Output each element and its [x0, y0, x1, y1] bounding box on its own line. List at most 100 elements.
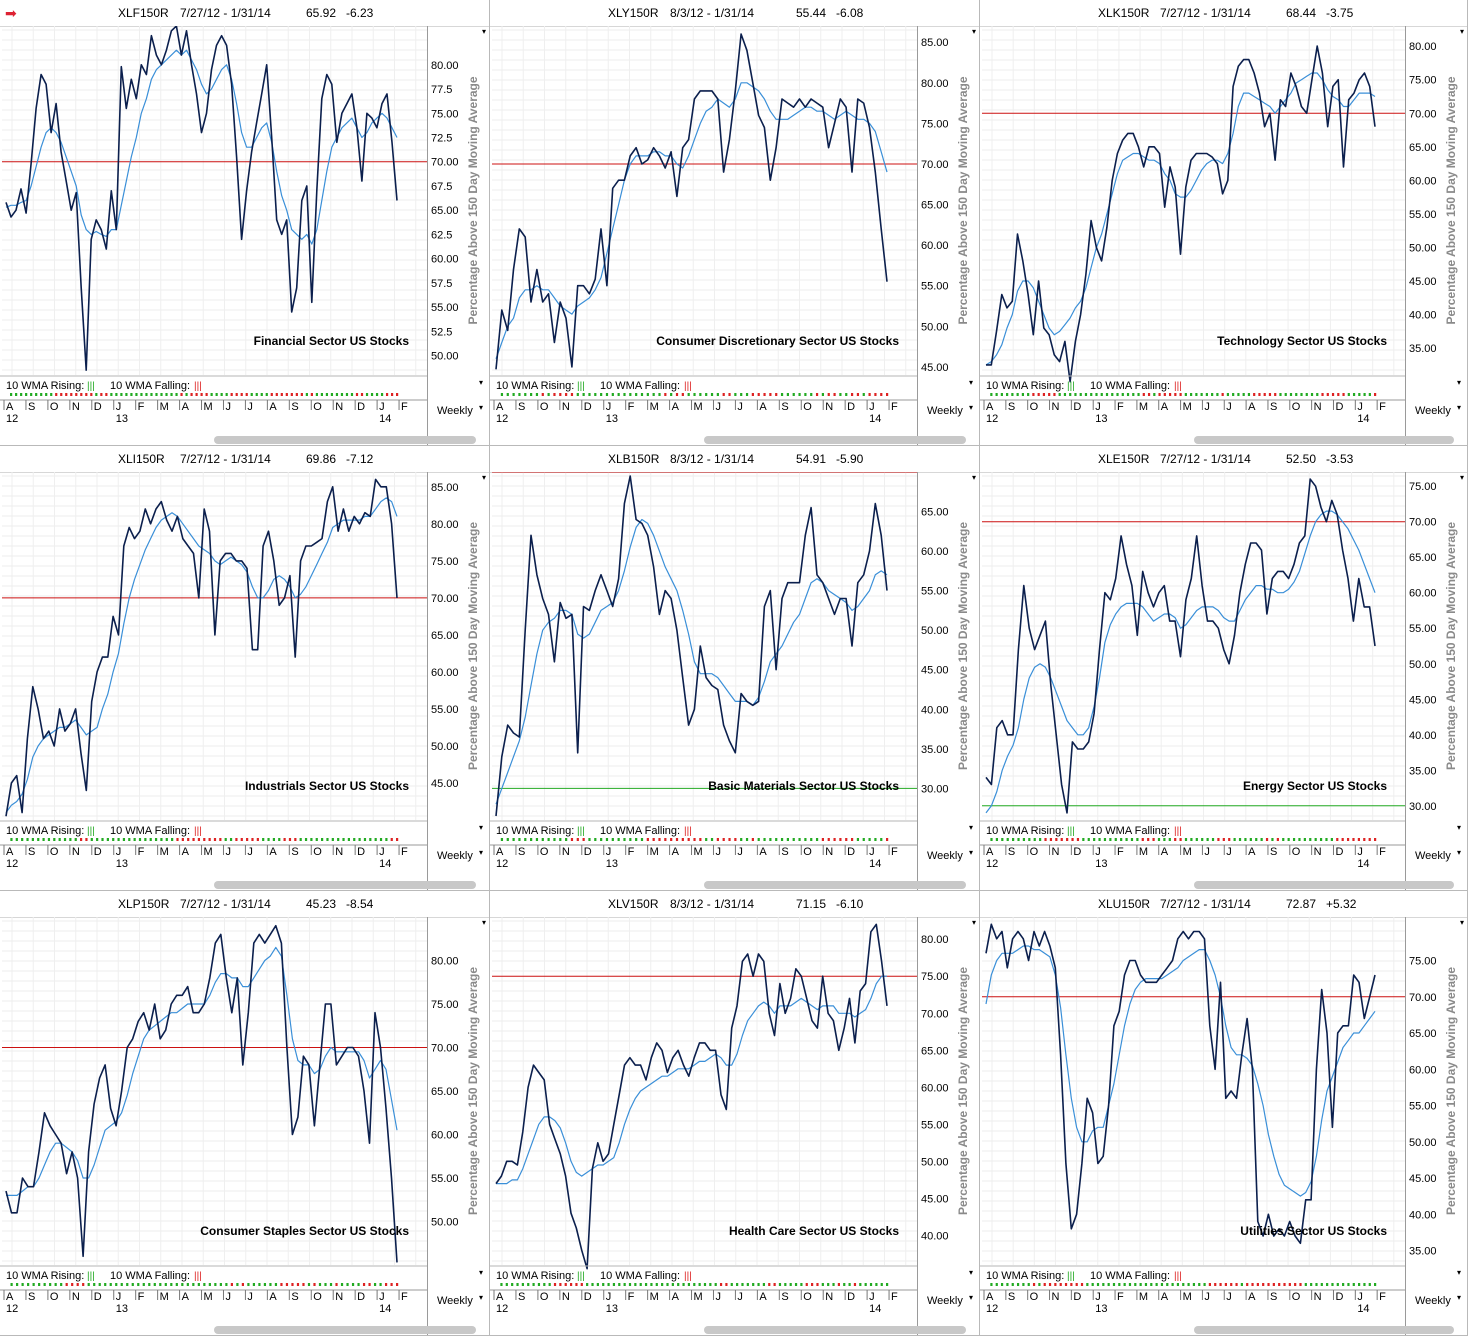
rising-dot [762, 1283, 766, 1286]
chart-date-range: 8/3/12 - 1/31/14 [670, 452, 755, 466]
x-tick-label: O [803, 1291, 812, 1303]
x-tick-label: S [518, 401, 525, 413]
rising-dot [693, 1283, 696, 1286]
chart-panel[interactable]: XLU150R 7/27/12 - 1/31/14 72.87 +5.32 Utilit… [980, 891, 1468, 1336]
wma-rising-label: 10 WMA Rising: [986, 1270, 1064, 1282]
timeframe-selector[interactable]: Weekly [437, 405, 473, 417]
x-tick-label: A [182, 401, 190, 413]
right-arrow-icon[interactable]: ➡ [5, 5, 17, 21]
rising-dot [229, 838, 233, 841]
x-tick-label: F [1379, 401, 1386, 413]
rising-dot [745, 838, 749, 841]
horizontal-scrollbar[interactable] [214, 881, 476, 889]
chart-header: XLK150R 7/27/12 - 1/31/14 68.44 -3.75 [980, 0, 1467, 27]
x-tick-label: A [1161, 846, 1169, 858]
y-tick-label: 80.00 [921, 78, 949, 90]
rising-dot [109, 1283, 112, 1286]
horizontal-scrollbar[interactable] [704, 881, 966, 889]
chart-date-range: 7/27/12 - 1/31/14 [1160, 6, 1251, 20]
timeframe-selector[interactable]: Weekly [927, 1295, 963, 1307]
rising-dot [1238, 838, 1242, 841]
falling-dot [75, 393, 78, 396]
horizontal-scrollbar[interactable] [1194, 881, 1454, 889]
rising-dot [1090, 393, 1093, 396]
rising-dot [112, 838, 115, 841]
rising-dot [516, 1283, 519, 1286]
horizontal-scrollbar[interactable] [704, 436, 966, 444]
year-label: 13 [1095, 1303, 1107, 1315]
timeframe-selector[interactable]: Weekly [1415, 850, 1451, 862]
horizontal-scrollbar[interactable] [704, 1326, 966, 1334]
falling-dot [1208, 1283, 1212, 1286]
x-tick-label: S [518, 1291, 525, 1303]
indicator-menu-icon: ▾ [969, 1268, 973, 1277]
y-tick-label: 60.00 [1409, 1064, 1437, 1076]
timeframe-selector[interactable]: Weekly [927, 405, 963, 417]
rising-dot [1111, 393, 1114, 396]
rising-dot [326, 838, 329, 841]
falling-dot [200, 393, 203, 396]
rising-dot [148, 1283, 151, 1286]
y-tick-label: 80.00 [1409, 41, 1437, 53]
chart-panel[interactable]: ➡ XLF150R 7/27/12 - 1/31/14 65.92 -6.23 Finan… [0, 0, 490, 446]
rising-dot [605, 838, 609, 841]
chart-panel[interactable]: XLK150R 7/27/12 - 1/31/14 68.44 -3.75 Techno… [980, 0, 1468, 446]
rising-dot [640, 838, 644, 841]
rising-dot [629, 838, 632, 841]
horizontal-scrollbar[interactable] [1194, 436, 1454, 444]
rising-dot [90, 838, 93, 841]
year-label: 12 [6, 858, 18, 870]
y-tick-label: 50.00 [1409, 242, 1437, 254]
falling-dot [1346, 838, 1350, 841]
timeframe-selector[interactable]: Weekly [927, 850, 963, 862]
chart-panel[interactable]: XLB150R 8/3/12 - 1/31/14 54.91 -5.90 Basic M… [490, 446, 980, 891]
x-tick-label: F [138, 401, 145, 413]
last-value: 54.91 [796, 452, 827, 466]
x-tick-label: O [540, 846, 549, 858]
x-tick-label: S [781, 1291, 788, 1303]
falling-dot [570, 838, 574, 841]
rising-dot [1033, 838, 1036, 841]
rising-dot [1120, 838, 1123, 841]
rising-dot [1130, 838, 1134, 841]
rising-dot [115, 393, 118, 396]
rising-dot [1295, 393, 1298, 396]
rising-dot [1271, 838, 1274, 841]
x-tick-label: S [291, 846, 298, 858]
chart-header: XLU150R 7/27/12 - 1/31/14 72.87 +5.32 [980, 891, 1467, 918]
rising-dot [1001, 838, 1004, 841]
timeframe-selector[interactable]: Weekly [1415, 1295, 1451, 1307]
timeframe-selector[interactable]: Weekly [437, 850, 473, 862]
horizontal-scrollbar[interactable] [1194, 1326, 1454, 1334]
falling-dot [396, 393, 399, 396]
chart-panel[interactable]: XLE150R 7/27/12 - 1/31/14 52.50 -3.53 Energy… [980, 446, 1468, 891]
chart-panel[interactable]: XLV150R 8/3/12 - 1/31/14 71.15 -6.10 Health … [490, 891, 980, 1336]
rising-dot [1374, 1283, 1377, 1286]
x-tick-label: J [247, 401, 253, 413]
horizontal-scrollbar[interactable] [214, 436, 476, 444]
timeframe-selector[interactable]: Weekly [437, 1295, 473, 1307]
falling-dot [853, 1283, 857, 1286]
chart-panel[interactable]: XLY150R 8/3/12 - 1/31/14 55.44 -6.08 Consume… [490, 0, 980, 446]
falling-dot [821, 838, 825, 841]
rising-dot [318, 1283, 322, 1286]
timeframe-selector[interactable]: Weekly [1415, 405, 1451, 417]
rising-dot [1079, 393, 1082, 396]
y-tick-label: 70.00 [431, 593, 459, 605]
x-tick-label: D [1335, 846, 1343, 858]
horizontal-scrollbar[interactable] [214, 1326, 476, 1334]
rising-dot [740, 393, 743, 396]
x-tick-label: A [496, 1291, 504, 1303]
rising-dot [611, 838, 614, 841]
wma-rising-marker: ||| [1067, 826, 1075, 837]
chart-panel[interactable]: XLI150R 7/27/12 - 1/31/14 69.86 -7.12 Indust… [0, 446, 490, 891]
rising-dot [305, 393, 308, 396]
y-axis-label: Percentage Above 150 Day Moving Average [466, 967, 480, 1215]
x-tick-label: A [986, 401, 994, 413]
year-label: 12 [6, 1303, 18, 1315]
rising-dot [299, 838, 302, 841]
y-tick-label: 60.00 [1409, 175, 1437, 187]
x-tick-label: S [1008, 846, 1015, 858]
chart-panel[interactable]: XLP150R 7/27/12 - 1/31/14 45.23 -8.54 Consum… [0, 891, 490, 1336]
rising-dot [54, 1283, 57, 1286]
